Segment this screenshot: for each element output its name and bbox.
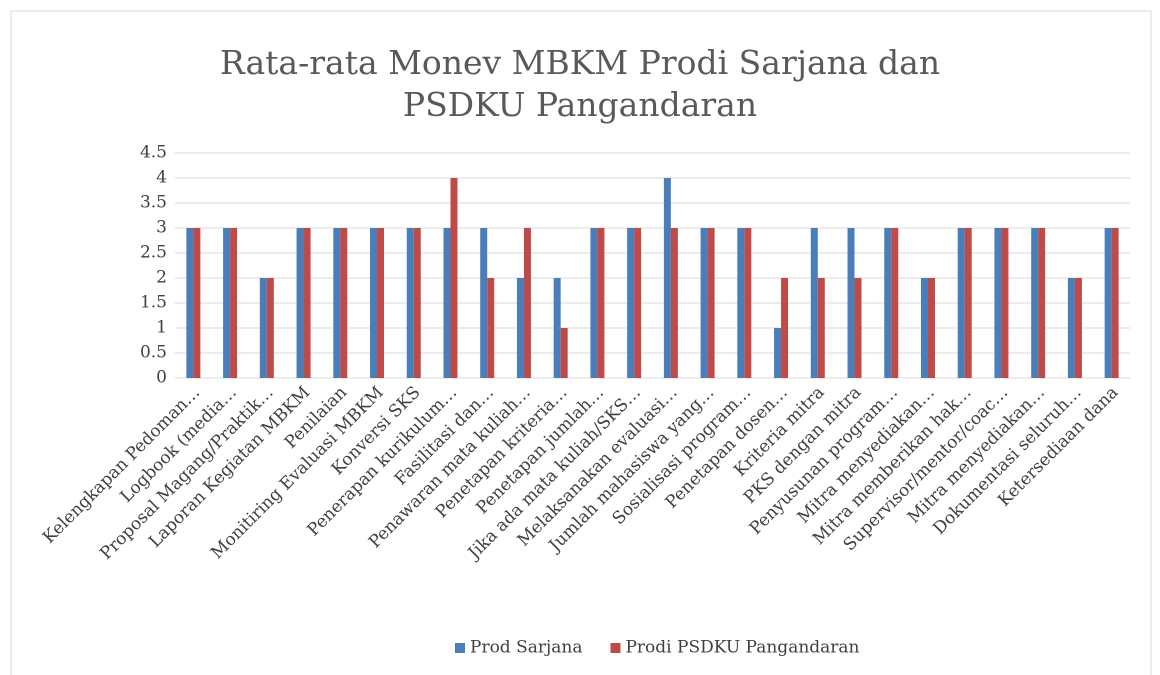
bar (854, 278, 862, 378)
bar (1104, 228, 1112, 378)
bar (186, 228, 194, 378)
bar (737, 228, 745, 378)
bar (670, 228, 678, 378)
bar (707, 228, 715, 378)
bar (480, 228, 488, 378)
bar (450, 178, 458, 378)
bar (193, 228, 201, 378)
y-tick-label: 1 (156, 318, 167, 338)
bar (377, 228, 385, 378)
bar (957, 228, 965, 378)
bar (1067, 278, 1075, 378)
bar (817, 278, 825, 378)
legend-label: Prod Sarjana (470, 638, 582, 658)
bar (370, 228, 378, 378)
chart-border (10, 10, 1152, 675)
y-tick-label: 3.5 (140, 193, 167, 213)
y-tick-label: 0 (156, 368, 167, 388)
bar (333, 228, 341, 378)
bar (590, 228, 598, 378)
bar (266, 278, 274, 378)
bar (781, 278, 789, 378)
bar (994, 228, 1002, 378)
y-tick-label: 0.5 (140, 343, 167, 363)
bar (1074, 278, 1082, 378)
y-tick-label: 4.5 (140, 143, 167, 163)
bar (560, 328, 568, 378)
bar (634, 228, 642, 378)
bar (223, 228, 231, 378)
legend-swatch (455, 643, 465, 653)
bar (523, 228, 531, 378)
bar (627, 228, 635, 378)
bar (1001, 228, 1009, 378)
bar (443, 228, 451, 378)
bar (230, 228, 238, 378)
bar (964, 228, 972, 378)
y-tick-label: 1.5 (140, 293, 167, 313)
bar (847, 228, 855, 378)
y-tick-label: 4 (156, 168, 167, 188)
bar (1031, 228, 1039, 378)
bar (663, 178, 671, 378)
bar (927, 278, 935, 378)
bar (406, 228, 414, 378)
bar (487, 278, 495, 378)
chart-title: Rata-rata Monev MBKM Prodi Sarjana dan P… (219, 43, 941, 124)
bar (296, 228, 304, 378)
bar (516, 278, 524, 378)
bar (810, 228, 818, 378)
bar (920, 278, 928, 378)
y-tick-label: 2 (156, 268, 167, 288)
bar (553, 278, 561, 378)
legend-label: Prodi PSDKU Pangandaran (625, 638, 859, 658)
y-tick-label: 3 (156, 218, 167, 238)
bar (303, 228, 311, 378)
bar (744, 228, 752, 378)
y-tick-label: 2.5 (140, 243, 167, 263)
bar (1038, 228, 1046, 378)
bar (774, 328, 782, 378)
bar (340, 228, 348, 378)
bar (891, 228, 899, 378)
bar (700, 228, 708, 378)
legend-swatch (610, 643, 621, 653)
bar (1111, 228, 1119, 378)
bar (597, 228, 605, 378)
bar (259, 278, 267, 378)
bar (413, 228, 421, 378)
bar (884, 228, 892, 378)
